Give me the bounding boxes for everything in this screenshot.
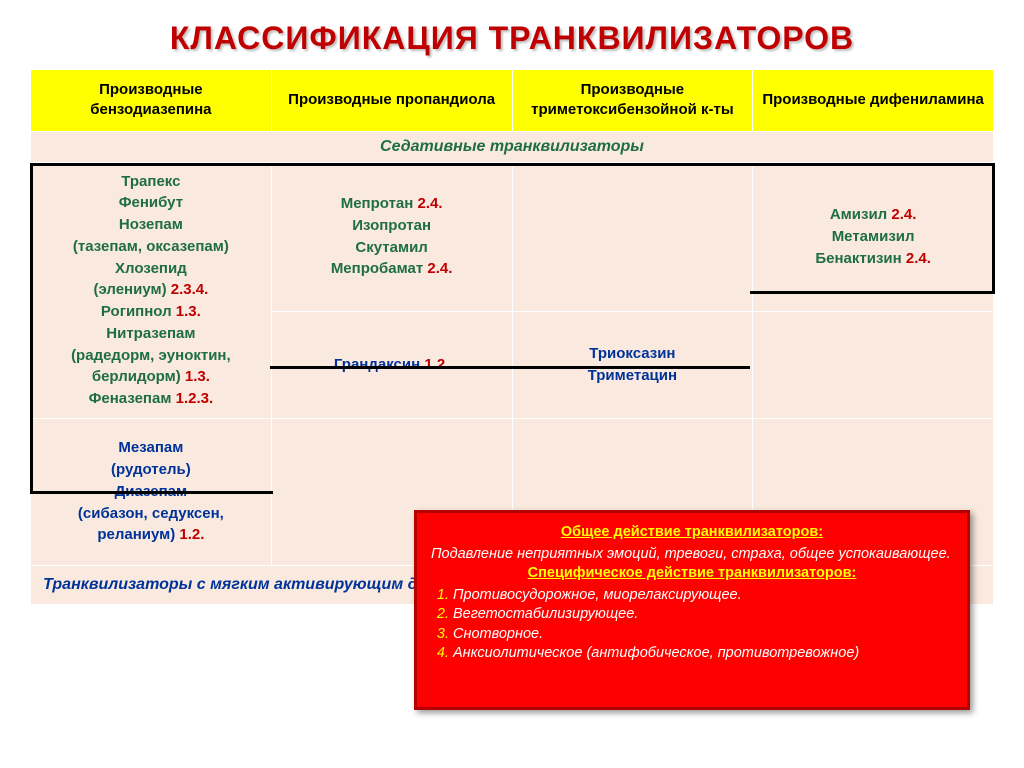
cell-r1c4: Амизил 2.4. Метамизил Бенактизин 2.4. (753, 162, 994, 311)
drug: Мезапам (118, 439, 183, 456)
drug: Трапекс (121, 173, 180, 190)
header-row: Производные бензодиазепина Производные п… (31, 70, 994, 132)
drug: Мепробамат (331, 260, 423, 277)
num: 1.2.3. (176, 390, 214, 407)
col-header-3: Производные триметоксибензойной к-ты (512, 70, 753, 132)
col-header-2: Производные пропандиола (271, 70, 512, 132)
page-title: КЛАССИФИКАЦИЯ ТРАНКВИЛИЗАТОРОВ (30, 20, 994, 57)
num: 2.4. (891, 206, 916, 223)
cell-r2c3: Триоксазин Триметацин (512, 311, 753, 418)
drug: Рогипнол (101, 303, 172, 320)
num: 1.2. (179, 526, 204, 543)
drug: Грандаксин (334, 356, 420, 373)
info-box: Общее действие транквилизаторов: Подавле… (414, 510, 970, 710)
num: 2.4. (906, 250, 931, 267)
num: 1.3. (176, 303, 201, 320)
num: 1.3. (185, 368, 210, 385)
cell-r2c2: Грандаксин 1.2. (271, 311, 512, 418)
drug: Амизил (830, 206, 887, 223)
drug: Мепротан (341, 195, 414, 212)
subheader-row: Седативные транквилизаторы (31, 131, 994, 162)
col-header-1: Производные бензодиазепина (31, 70, 272, 132)
drug: Феназепам (89, 390, 172, 407)
info-item: Анксиолитическое (антифобическое, против… (453, 644, 953, 664)
info-item: Противосудорожное, миорелаксирующее. (453, 586, 953, 606)
drug: Триоксазин (589, 345, 675, 362)
drug: Фенибут (119, 194, 183, 211)
drug: Метамизил (832, 228, 915, 245)
num: 2.4. (427, 260, 452, 277)
cell-r2c4 (753, 311, 994, 418)
drug: Скутамил (355, 239, 427, 256)
drug: (элениум) (93, 281, 166, 298)
drug: Нозепам (119, 216, 183, 233)
cell-r3c1: Мезапам (рудотель) Диазепам (сибазон, се… (31, 418, 272, 565)
drug: (тазепам, оксазепам) (73, 238, 229, 255)
col-header-4: Производные дифениламина (753, 70, 994, 132)
drug: Нитразепам (106, 325, 195, 342)
num: 2.3.4. (171, 281, 209, 298)
info-item: Вегетостабилизирующее. (453, 605, 953, 625)
cell-r1c3 (512, 162, 753, 311)
subheader-cell: Седативные транквилизаторы (31, 131, 994, 162)
info-title-2: Специфическое действие транквилизаторов: (431, 564, 953, 584)
num: 1.2. (424, 356, 449, 373)
drug: Триметацин (588, 367, 677, 384)
cell-r1c1: Трапекс Фенибут Нозепам (тазепам, оксазе… (31, 162, 272, 418)
drug: (рудотель) (111, 461, 191, 478)
info-item: Снотворное. (453, 625, 953, 645)
info-line-1: Подавление неприятных эмоций, тревоги, с… (431, 545, 953, 565)
num: 2.4. (418, 195, 443, 212)
row-sedative: Трапекс Фенибут Нозепам (тазепам, оксазе… (31, 162, 994, 311)
drug: Диазепам (115, 483, 188, 500)
drug: Изопротан (352, 217, 431, 234)
info-title-1: Общее действие транквилизаторов: (431, 523, 953, 543)
info-list: Противосудорожное, миорелаксирующее. Вег… (431, 586, 953, 664)
cell-r1c2: Мепротан 2.4. Изопротан Скутамил Мепроба… (271, 162, 512, 311)
drug: Хлозепид (115, 260, 187, 277)
drug: Бенактизин (815, 250, 901, 267)
